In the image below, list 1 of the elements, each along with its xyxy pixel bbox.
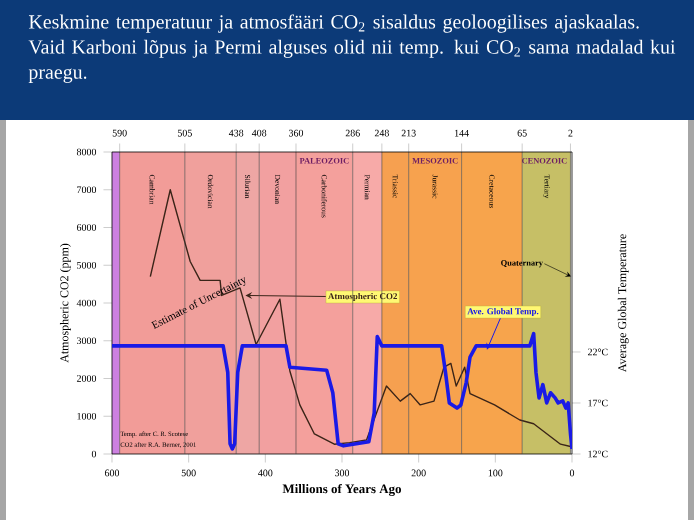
chart-title: Keskmine temperatuur ja atmosfääri CO$_{2}$ sisaldus geoloogilises ajaskaalas. Vaid Karboni lõpus ja Permi alguses olid nii temp. kui CO$_{2}$ sama madalad kui praegu. [28,14,676,83]
